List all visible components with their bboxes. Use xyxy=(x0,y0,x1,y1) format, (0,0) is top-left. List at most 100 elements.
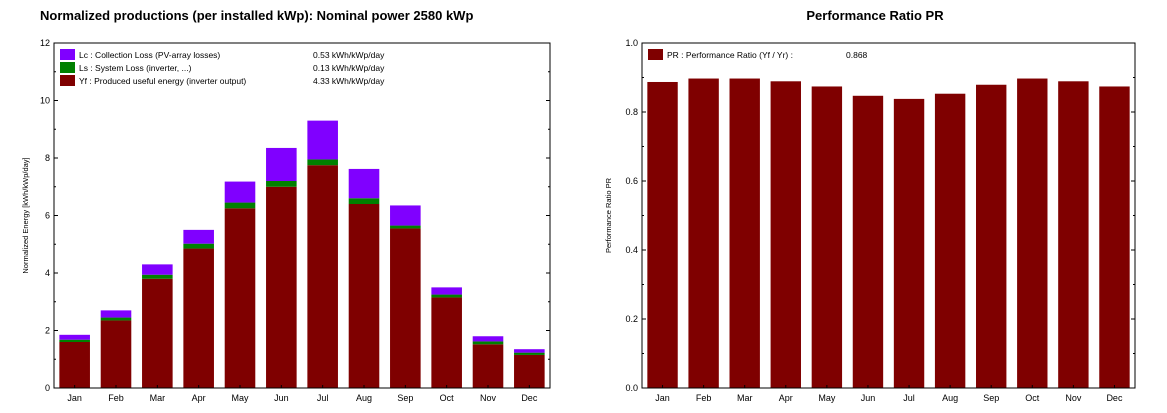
y-tick-label: 0.0 xyxy=(625,383,638,393)
bar-sep-series-0 xyxy=(976,84,1007,389)
x-tick-label: May xyxy=(818,393,836,403)
legend-value: 4.33 kWh/kWp/day xyxy=(313,76,385,86)
x-tick-label: Jul xyxy=(903,393,915,403)
x-tick-label: Jan xyxy=(655,393,670,403)
bar-jul-series-1 xyxy=(307,159,338,166)
x-tick-label: Dec xyxy=(521,393,538,403)
x-tick-label: Oct xyxy=(1025,393,1040,403)
bar-dec-series-0 xyxy=(514,354,545,388)
bar-jul-series-0 xyxy=(307,165,338,388)
bar-sep-series-1 xyxy=(390,225,421,229)
bar-sep-series-2 xyxy=(390,205,421,226)
y-tick-label: 0 xyxy=(45,383,50,393)
x-tick-label: Mar xyxy=(737,393,753,403)
y-tick-label: 0.6 xyxy=(625,176,638,186)
bar-may-series-0 xyxy=(224,208,256,388)
bar-dec-series-1 xyxy=(514,352,545,355)
y-tick-label: 10 xyxy=(40,96,50,106)
bar-sep-series-0 xyxy=(390,228,421,388)
left-chart-title: Normalized productions (per installed kW… xyxy=(40,8,474,23)
y-tick-label: 0.8 xyxy=(625,107,638,117)
bar-dec-series-2 xyxy=(514,349,545,353)
bar-feb-series-0 xyxy=(688,78,719,388)
y-tick-label: 8 xyxy=(45,153,50,163)
legend-label: PR : Performance Ratio (Yf / Yr) : xyxy=(667,50,793,60)
x-tick-label: Sep xyxy=(397,393,413,403)
y-tick-label: 12 xyxy=(40,38,50,48)
bar-jan-series-0 xyxy=(647,81,678,389)
x-tick-label: Jul xyxy=(317,393,329,403)
plot-frame xyxy=(641,42,1136,389)
bar-mar-series-0 xyxy=(729,78,760,388)
legend-swatch xyxy=(648,49,663,60)
y-tick-label: 0.2 xyxy=(625,314,638,324)
bar-aug-series-0 xyxy=(348,204,380,388)
bar-oct-series-1 xyxy=(431,294,462,298)
bar-jan-series-1 xyxy=(59,339,90,342)
bar-jun-series-0 xyxy=(266,186,297,388)
bar-jul-series-0 xyxy=(893,98,925,388)
bar-jan-series-2 xyxy=(59,334,90,340)
x-tick-label: Jun xyxy=(274,393,289,403)
y-tick-label: 4 xyxy=(45,268,50,278)
x-tick-label: Aug xyxy=(356,393,372,403)
bar-nov-series-0 xyxy=(472,344,504,388)
bar-mar-series-1 xyxy=(142,274,173,279)
bar-aug-series-0 xyxy=(934,93,966,388)
legend-swatch xyxy=(60,75,75,86)
bar-nov-series-2 xyxy=(472,336,504,342)
x-tick-label: Apr xyxy=(192,393,206,403)
normalized-production-chart: 0 2 4 6 8 10 12 Normalized Energy [kWh/kWp/day]… xyxy=(21,38,551,403)
bar-jun-series-0 xyxy=(852,95,884,388)
legend-label: Lc : Collection Loss (PV-array losses) xyxy=(79,50,220,60)
bar-apr-series-0 xyxy=(183,248,214,388)
legend-value: 0.53 kWh/kWp/day xyxy=(313,50,385,60)
legend-value: 0.868 xyxy=(846,50,868,60)
bar-jan-series-0 xyxy=(59,342,90,388)
bar-mar-series-0 xyxy=(142,278,173,388)
legend-swatch xyxy=(60,62,75,73)
performance-ratio-chart: 0.0 0.2 0.4 0.6 0.8 1.0 Performance Ratio PR Ja… xyxy=(604,38,1136,403)
right-chart-title: Performance Ratio PR xyxy=(806,8,944,23)
bar-jul-series-2 xyxy=(307,120,338,160)
y-tick-label: 1.0 xyxy=(625,38,638,48)
bar-aug-series-1 xyxy=(348,198,380,204)
bar-nov-series-1 xyxy=(472,341,504,345)
bar-oct-series-0 xyxy=(1017,78,1048,388)
plot-frame xyxy=(53,42,551,389)
x-tick-label: Feb xyxy=(696,393,712,403)
bar-apr-series-1 xyxy=(183,243,214,249)
bar-jun-series-2 xyxy=(266,147,297,181)
bar-feb-series-0 xyxy=(100,320,132,388)
bar-mar-series-2 xyxy=(142,264,173,275)
legend-swatch xyxy=(60,49,75,60)
bar-apr-series-2 xyxy=(183,229,214,244)
x-tick-label: Feb xyxy=(108,393,124,403)
x-tick-label: Oct xyxy=(440,393,455,403)
bar-oct-series-0 xyxy=(431,297,462,388)
legend-label: Ls : System Loss (inverter, ...) xyxy=(79,63,192,73)
x-tick-label: Dec xyxy=(1106,393,1123,403)
x-tick-label: Mar xyxy=(150,393,166,403)
x-tick-label: Jan xyxy=(67,393,82,403)
x-tick-label: May xyxy=(231,393,249,403)
bar-feb-series-1 xyxy=(100,317,132,321)
bar-oct-series-2 xyxy=(431,287,462,295)
y-tick-label: 0.4 xyxy=(625,245,638,255)
legend-value: 0.13 kWh/kWp/day xyxy=(313,63,385,73)
x-tick-label: Nov xyxy=(1065,393,1082,403)
x-tick-label: Jun xyxy=(861,393,876,403)
legend-label: Yf : Produced useful energy (inverter ou… xyxy=(79,76,246,86)
x-tick-label: Nov xyxy=(480,393,497,403)
bar-apr-series-0 xyxy=(770,81,801,389)
bar-may-series-2 xyxy=(224,181,256,203)
bar-may-series-0 xyxy=(811,86,843,388)
y-axis-label: Performance Ratio PR xyxy=(604,177,613,253)
x-tick-label: Sep xyxy=(983,393,999,403)
bar-nov-series-0 xyxy=(1058,81,1089,389)
bar-feb-series-2 xyxy=(100,310,132,318)
bar-may-series-1 xyxy=(224,202,256,209)
x-tick-label: Apr xyxy=(779,393,793,403)
bar-jun-series-1 xyxy=(266,181,297,187)
y-axis-label: Normalized Energy [kWh/kWp/day] xyxy=(21,157,30,273)
